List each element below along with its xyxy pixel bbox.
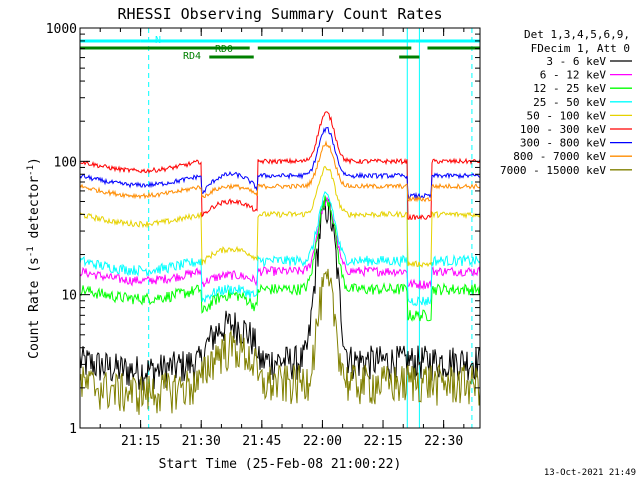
series-line-3 [80,191,480,307]
x-tick-label-4: 22:15 [363,434,402,449]
flag-label-rd0: RD0 [215,44,233,55]
legend-label-6: 300 - 800 keV [520,137,606,150]
legend: Det 1,3,4,5,6,9,FDecim 1, Att 03 - 6 keV… [500,28,632,177]
flag-label-n: N [155,35,161,46]
legend-label-3: 25 - 50 keV [533,96,606,109]
legend-label-0: 3 - 6 keV [546,55,606,68]
y-tick-label-1: 10 [61,289,77,304]
legend-label-4: 50 - 100 keV [527,109,607,122]
legend-label-5: 100 - 300 keV [520,123,606,136]
x-tick-label-3: 22:00 [303,434,342,449]
flag-label-rd4: RD4 [183,51,201,62]
plot-area: N RD0 RD4 21:15 21:30 21:45 22:00 22:15 22:30 1 10… [46,22,481,449]
legend-label-7: 800 - 7000 keV [513,150,606,163]
legend-label-2: 12 - 25 keV [533,82,606,95]
y-tick-label-3: 1000 [46,22,77,37]
series-line-4 [80,165,480,268]
series-line-8 [80,268,480,415]
series-line-2 [80,195,480,322]
x-tick-label-2: 21:45 [242,434,281,449]
x-axis-label: Start Time (25-Feb-08 21:00:22) [159,457,402,472]
series-line-6 [80,126,480,200]
timestamp-label: 13-Oct-2021 21:49 [544,468,636,478]
x-tick-label-1: 21:30 [182,434,221,449]
legend-header-1: FDecim 1, Att 0 [531,42,630,55]
x-tick-label-5: 22:30 [424,434,463,449]
legend-header-0: Det 1,3,4,5,6,9, [524,28,630,41]
chart-title: RHESSI Observing Summary Count Rates [117,5,442,23]
series-line-5 [80,111,480,221]
legend-label-8: 7000 - 15000 keV [500,164,606,177]
legend-label-1: 6 - 12 keV [540,69,607,82]
y-tick-label-0: 1 [69,422,77,437]
plot-frame [79,27,481,429]
series-group [80,111,480,415]
series-line-0 [80,196,480,391]
y-tick-label-2: 100 [54,155,77,170]
series-line-7 [80,140,480,203]
y-axis-label: Count Rate (s-1 detector-1) [26,157,42,359]
series-line-1 [80,196,480,291]
x-tick-label-0: 21:15 [121,434,160,449]
